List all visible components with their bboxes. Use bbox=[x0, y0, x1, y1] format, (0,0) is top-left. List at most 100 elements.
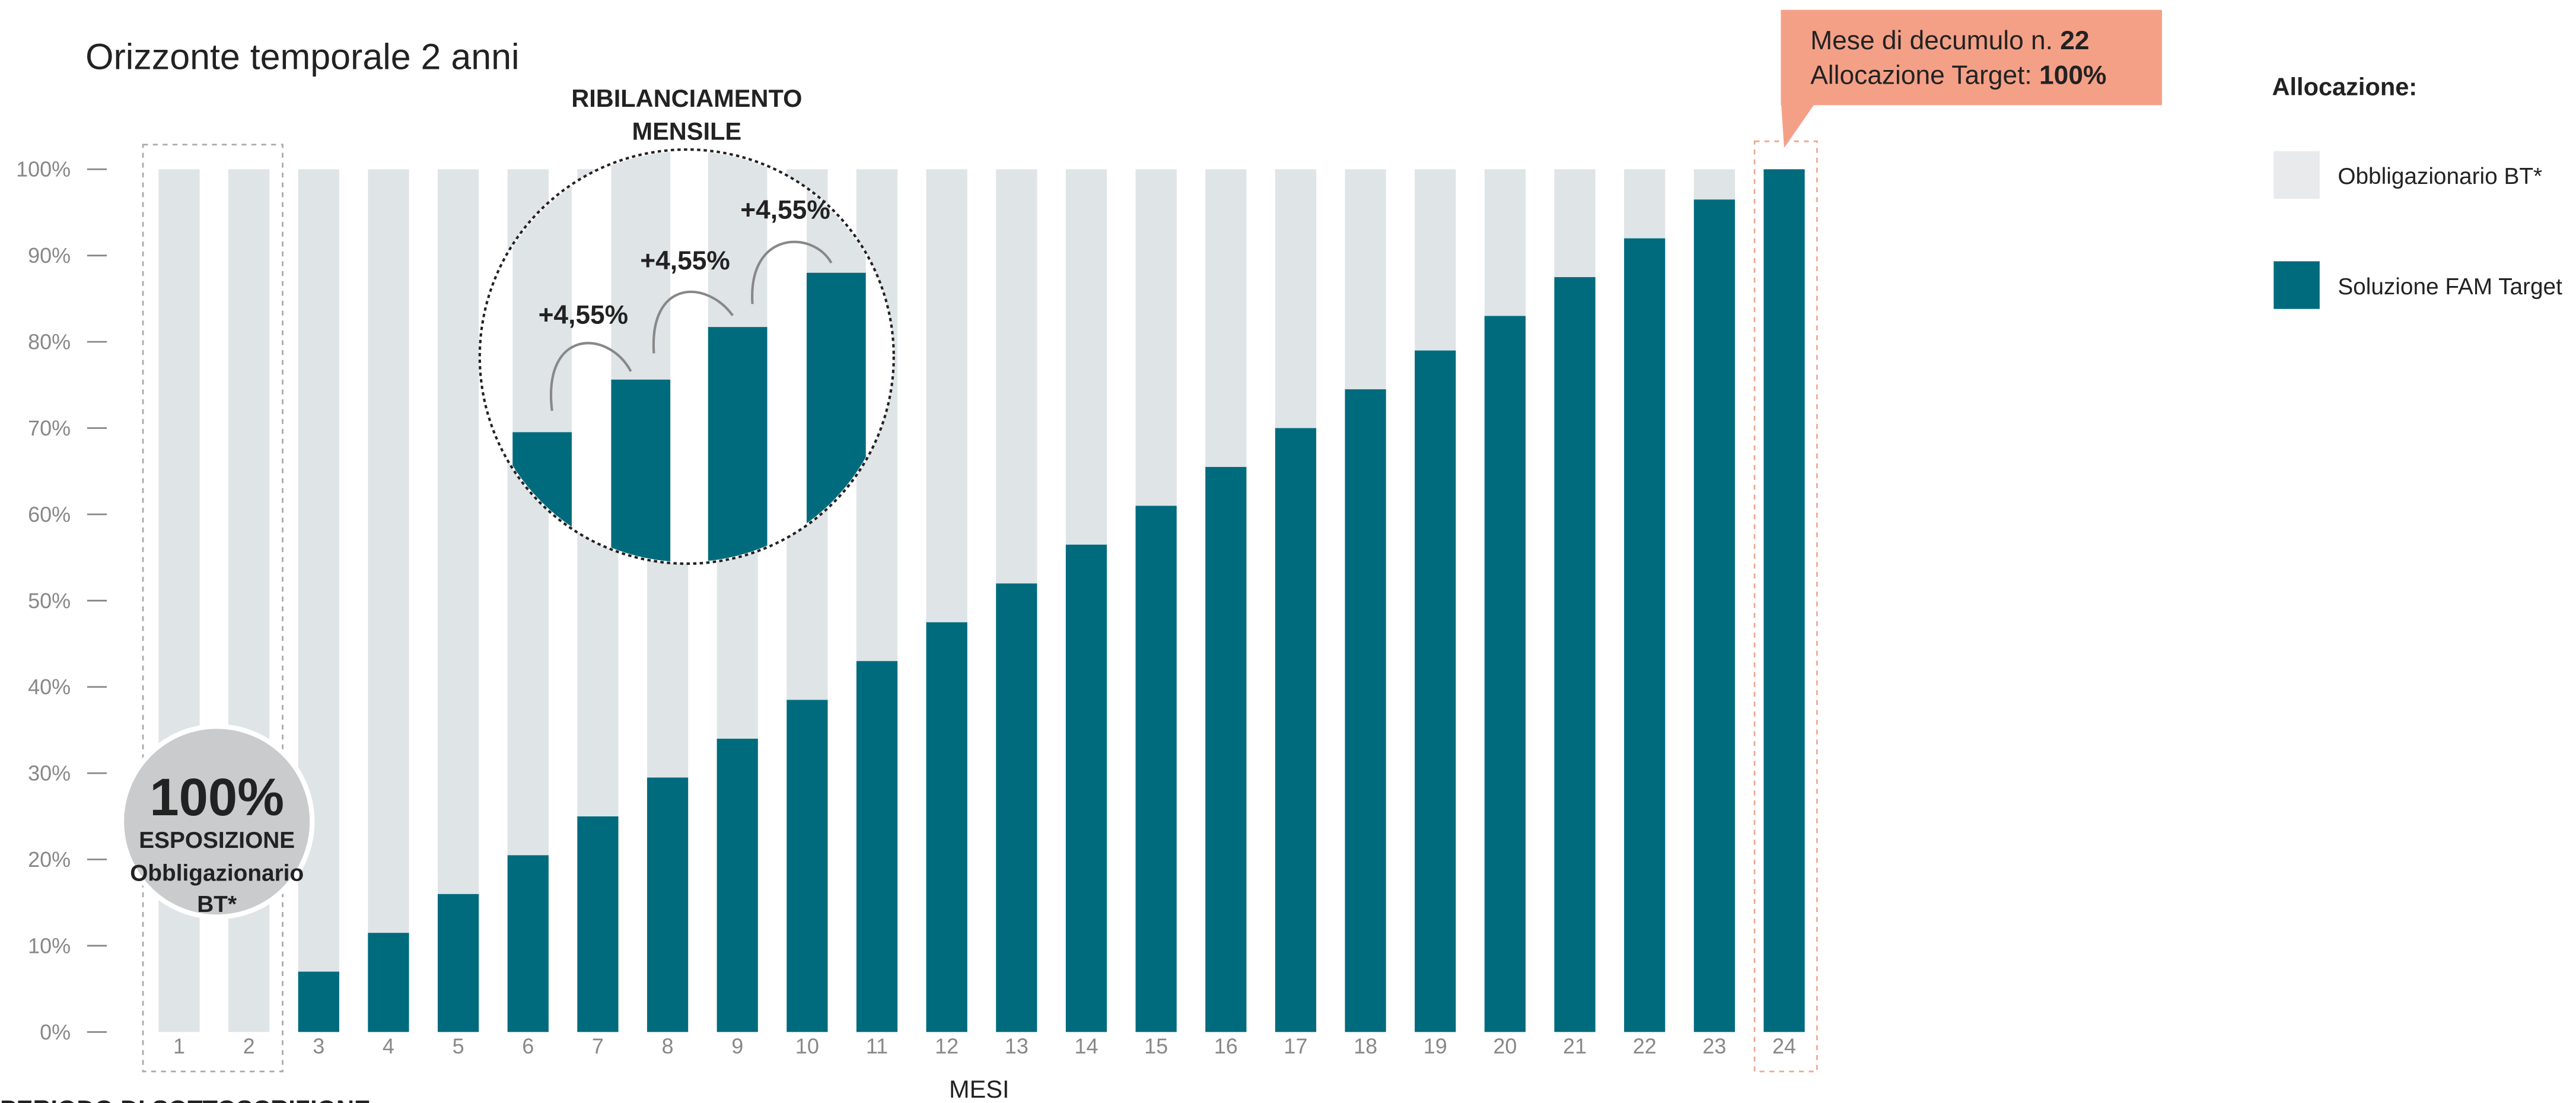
x-tick-label: 21 bbox=[1563, 1034, 1587, 1058]
zoom-title: MENSILE bbox=[632, 117, 741, 145]
bar-segment bbox=[1554, 169, 1596, 278]
bar-segment bbox=[368, 169, 409, 933]
bar-segment bbox=[717, 738, 758, 1032]
x-tick-label: 18 bbox=[1354, 1034, 1377, 1058]
bar-segment bbox=[926, 622, 967, 1032]
bar-segment bbox=[1624, 238, 1666, 1032]
callout-text: Mese di decumulo n. 22 bbox=[1810, 26, 2089, 55]
x-tick-label: 12 bbox=[935, 1034, 959, 1058]
badge-text: Obbligazionario bbox=[130, 861, 304, 886]
bar-segment bbox=[647, 777, 689, 1032]
y-tick-label: 70% bbox=[28, 416, 71, 440]
highlight-box bbox=[142, 144, 284, 1073]
bar-segment bbox=[856, 661, 898, 1032]
badge-text: ESPOSIZIONE bbox=[139, 828, 295, 853]
badge-value: 100% bbox=[149, 768, 284, 827]
x-tick-label: 10 bbox=[795, 1034, 819, 1058]
x-tick-label: 14 bbox=[1074, 1034, 1098, 1058]
x-tick-label: 3 bbox=[313, 1034, 324, 1058]
x-tick-label: 5 bbox=[453, 1034, 464, 1058]
zoom-title: RIBILANCIAMENTO bbox=[571, 84, 802, 112]
bar-segment bbox=[1415, 169, 1456, 351]
x-tick-label: 7 bbox=[592, 1034, 604, 1058]
bar-segment bbox=[1275, 428, 1317, 1032]
callout-pointer bbox=[1781, 98, 1814, 148]
x-tick-label: 23 bbox=[1702, 1034, 1726, 1058]
x-tick-label: 1 bbox=[173, 1034, 185, 1058]
bar-segment bbox=[787, 700, 828, 1032]
legend-swatch bbox=[2273, 151, 2320, 199]
footer: PERIODO DI SOTTOSCRIZIONE bbox=[0, 1095, 371, 1103]
x-tick-label: 16 bbox=[1214, 1034, 1238, 1058]
legend-swatch bbox=[2273, 261, 2320, 309]
zoom-label: +4,55% bbox=[539, 301, 628, 330]
bar-segment bbox=[368, 933, 409, 1032]
callout-text: Mese di decumulo n. bbox=[1810, 26, 2053, 55]
y-tick-label: 100% bbox=[16, 157, 71, 182]
y-tick-label: 30% bbox=[28, 761, 71, 786]
bar-segment bbox=[1415, 350, 1456, 1032]
legend-label: Obbligazionario BT* bbox=[2338, 164, 2542, 189]
badge-circle bbox=[119, 724, 315, 920]
zoom-bar bbox=[708, 327, 768, 562]
zoom-label: +4,55% bbox=[640, 246, 730, 275]
callout: Mese di decumulo n. 22 Allocazione Targe… bbox=[1781, 9, 2162, 148]
y-tick-label: 50% bbox=[28, 589, 71, 613]
x-tick-label: 20 bbox=[1493, 1034, 1517, 1058]
bar-segment bbox=[298, 971, 339, 1032]
callout-text: Allocazione Target: 100% bbox=[1810, 61, 2106, 90]
bar-segment bbox=[1763, 169, 1805, 1032]
zoom-label: +4,55% bbox=[740, 195, 830, 224]
bar-segment bbox=[996, 169, 1037, 584]
x-tick-label: 11 bbox=[866, 1034, 888, 1058]
y-tick-label: 10% bbox=[28, 933, 71, 958]
bar-segment bbox=[1205, 466, 1247, 1032]
zoom-circle bbox=[478, 148, 895, 565]
x-tick-label: 17 bbox=[1284, 1034, 1307, 1058]
bar-segment bbox=[1693, 199, 1736, 1032]
y-tick-label: 80% bbox=[28, 330, 71, 354]
bar-segment bbox=[1484, 169, 1526, 316]
bar-segment bbox=[1205, 169, 1247, 467]
callout-value: 100% bbox=[2039, 61, 2106, 90]
bar-segment bbox=[1065, 544, 1107, 1032]
y-tick-label: 40% bbox=[28, 675, 71, 699]
legend-title: Allocazione: bbox=[2272, 73, 2418, 101]
badge: 100% ESPOSIZIONE Obbligazionario BT* bbox=[119, 724, 315, 920]
bar-segment bbox=[1693, 169, 1736, 200]
x-tick-label: 13 bbox=[1005, 1034, 1029, 1058]
zoom-bar bbox=[611, 379, 671, 562]
callout-text: Allocazione Target: bbox=[1810, 61, 2031, 90]
legend-label: Soluzione FAM Target bbox=[2338, 274, 2562, 300]
y-tick-label: 0% bbox=[40, 1020, 71, 1044]
bar-segment bbox=[1065, 169, 1107, 545]
callout-box bbox=[1781, 9, 2162, 106]
x-tick-label: 24 bbox=[1772, 1034, 1796, 1058]
x-tick-label: 22 bbox=[1633, 1034, 1657, 1058]
y-tick-label: 60% bbox=[28, 502, 71, 526]
callout-value: 22 bbox=[2060, 26, 2089, 55]
subtitle: Orizzonte temporale 2 anni bbox=[85, 36, 519, 77]
bar-segment bbox=[1554, 277, 1596, 1032]
x-tick-label: 19 bbox=[1424, 1034, 1447, 1058]
bar-segment bbox=[1345, 389, 1386, 1032]
bar-segment bbox=[1275, 169, 1317, 428]
bar-segment bbox=[996, 583, 1037, 1032]
zoom-arrow bbox=[550, 240, 833, 411]
y-tick-label: 20% bbox=[28, 847, 71, 872]
bar-segment bbox=[1624, 169, 1666, 239]
x-axis-label: MESI bbox=[949, 1075, 1010, 1103]
badge-text: BT* bbox=[197, 892, 237, 917]
x-tick-label: 6 bbox=[522, 1034, 534, 1058]
bar-segment bbox=[507, 855, 549, 1032]
bar-segment bbox=[437, 894, 479, 1032]
bar-segment bbox=[1135, 506, 1177, 1032]
bar-segment bbox=[926, 169, 967, 622]
bar-segment bbox=[577, 816, 619, 1032]
bar-segment bbox=[1484, 316, 1526, 1032]
x-tick-label: 9 bbox=[731, 1034, 743, 1058]
x-tick-label: 8 bbox=[662, 1034, 674, 1058]
x-tick-label: 15 bbox=[1144, 1034, 1168, 1058]
x-tick-label: 4 bbox=[383, 1034, 394, 1058]
